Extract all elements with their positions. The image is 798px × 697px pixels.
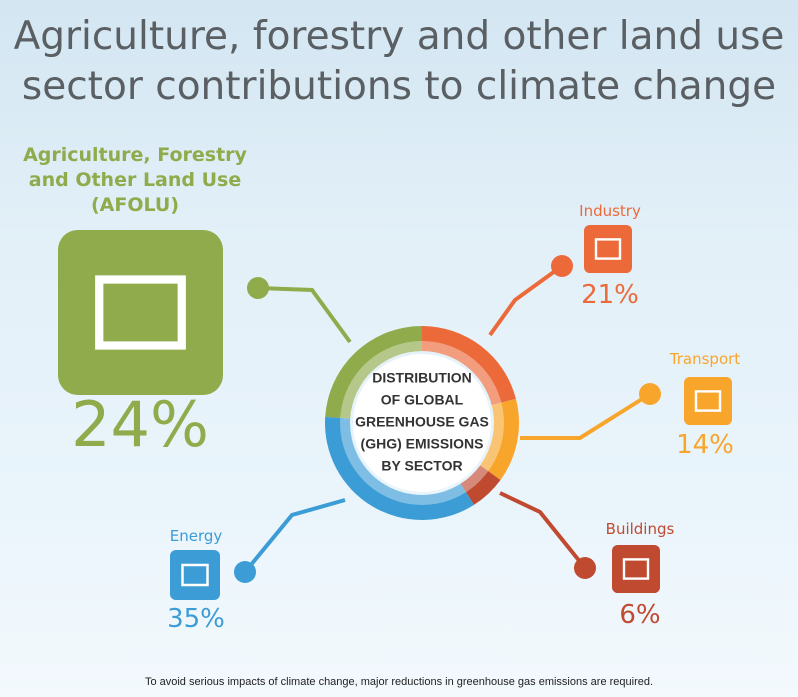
center-text: BY SECTOR xyxy=(381,458,462,474)
title: sector contributions to climate change xyxy=(21,64,777,109)
icon xyxy=(170,550,220,600)
connector xyxy=(257,286,352,344)
donut-segment xyxy=(460,465,501,505)
icon-glyph xyxy=(181,563,209,587)
icon xyxy=(684,377,732,425)
category-label: Energy xyxy=(169,527,223,545)
donut-segment xyxy=(325,326,422,419)
connector-dot xyxy=(234,561,256,583)
connector-dot xyxy=(551,255,573,277)
icon xyxy=(612,545,660,593)
inner-ring xyxy=(340,341,504,505)
center-text: OF GLOBAL xyxy=(381,392,464,408)
donut-segment xyxy=(480,398,519,481)
category-label: Industry xyxy=(579,202,641,220)
value-label: 14% xyxy=(676,430,734,460)
icon xyxy=(58,230,223,395)
donut-segment xyxy=(325,416,474,520)
icon-glyph xyxy=(622,558,650,580)
donut-segment xyxy=(422,326,516,406)
connector xyxy=(243,498,346,574)
category-label: Agriculture, Forestry and Other Land Use… xyxy=(23,144,247,216)
center-disc xyxy=(353,354,491,492)
value-label: 6% xyxy=(619,600,661,630)
center-text: DISTRIBUTION xyxy=(372,370,472,386)
icon-glyph xyxy=(95,275,186,350)
connector-dot xyxy=(247,277,269,299)
icon-glyph xyxy=(694,390,722,412)
icon-glyph xyxy=(594,238,622,260)
connector xyxy=(488,264,564,337)
value-label: 21% xyxy=(581,280,639,310)
category-label: Transport xyxy=(669,350,741,368)
connector xyxy=(520,392,652,440)
icon xyxy=(584,225,632,273)
value-label: 35% xyxy=(167,604,225,634)
connector-dot xyxy=(639,383,661,405)
connector xyxy=(499,491,587,570)
center-text: GREENHOUSE GAS xyxy=(355,414,489,430)
center-text: (GHG) EMISSIONS xyxy=(361,436,484,452)
title: Agriculture, forestry and other land use xyxy=(13,14,785,59)
category-label: Buildings xyxy=(605,520,675,538)
footnote: To avoid serious impacts of climate chan… xyxy=(144,676,654,688)
connector-dot xyxy=(574,557,596,579)
value-label: 24% xyxy=(71,388,209,461)
